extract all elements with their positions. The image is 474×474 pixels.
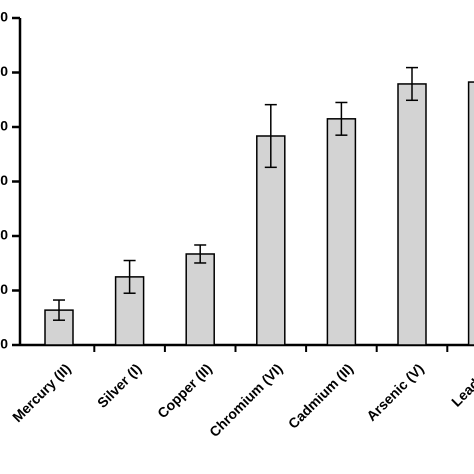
error-bar (406, 66, 418, 102)
y-tick-label: 60 (0, 172, 8, 188)
y-tick-label: 100 (0, 63, 8, 79)
bar (397, 83, 427, 346)
y-tick-label: 80 (0, 118, 8, 134)
error-bar (335, 101, 348, 136)
bar (326, 118, 357, 346)
x-tick-label: Cadmium (II) (285, 360, 356, 431)
y-tick-label: 20 (0, 281, 8, 297)
x-tick-label: Lead (II) (448, 360, 474, 409)
error-bar (194, 244, 207, 264)
x-tick-label: Silver (I) (94, 360, 144, 410)
bar (185, 253, 215, 346)
y-tick-label: 0 (0, 336, 8, 352)
bar (467, 81, 474, 346)
y-tick-label: 120 (0, 9, 8, 25)
error-bar (53, 299, 65, 321)
x-tick-label: Mercury (II) (9, 360, 74, 425)
x-tick-label: Chromium (VI) (206, 360, 286, 440)
x-tick-label: Copper (II) (154, 360, 215, 421)
y-tick-label: 40 (0, 227, 8, 243)
error-bar (123, 259, 136, 294)
x-tick-label: Arsenic (V) (363, 360, 427, 424)
error-bar (264, 103, 277, 169)
